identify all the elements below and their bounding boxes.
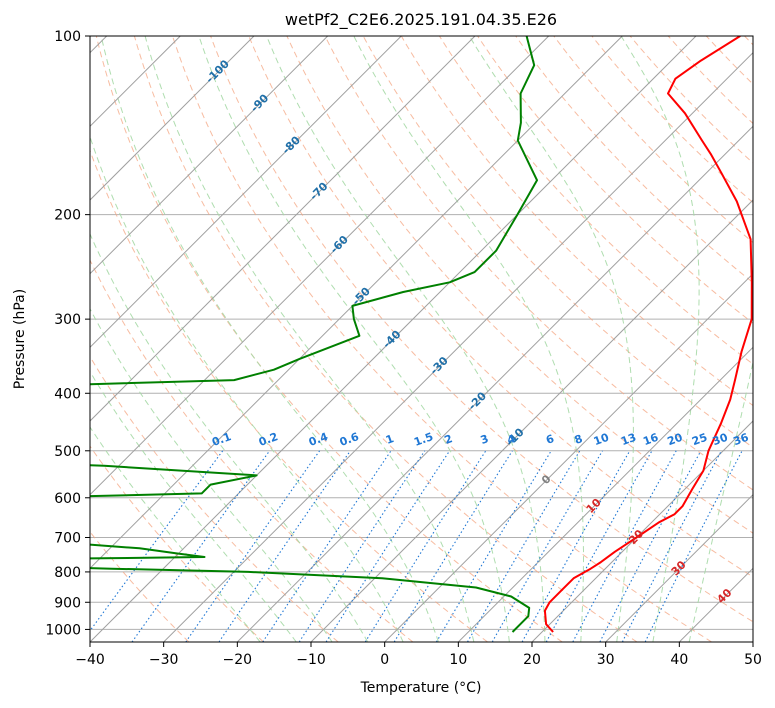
mixing-ratio-line	[131, 450, 271, 642]
isotherm-line	[163, 51, 753, 642]
y-axis-label: Pressure (hPa)	[12, 289, 28, 389]
mixing-ratio-label: 3	[479, 432, 491, 447]
x-tick-label: 20	[523, 652, 541, 668]
isotherm-line	[90, 36, 623, 570]
y-tick-label: 900	[54, 595, 81, 611]
dry-adiabat	[324, 36, 753, 491]
mixing-ratio-label: 10	[592, 431, 611, 449]
mixing-ratio-label: 25	[690, 431, 709, 448]
moist-adiabat	[90, 426, 261, 642]
mixing-ratio-label: 13	[619, 431, 638, 448]
moist-adiabat	[90, 307, 333, 642]
x-tick-label: 40	[670, 652, 688, 668]
moist-adiabat	[688, 359, 753, 642]
mixing-ratio-line	[545, 450, 653, 642]
moist-adiabat	[198, 36, 510, 642]
mixing-ratio-line	[435, 450, 552, 642]
y-tick-label: 600	[54, 491, 81, 507]
moist-adiabat	[468, 36, 634, 642]
x-axis-label: Temperature (°C)	[360, 680, 482, 696]
mixing-ratio-line	[364, 450, 487, 642]
data-lines	[90, 36, 753, 633]
y-tick-label: 300	[54, 312, 81, 328]
y-tick-label: 700	[54, 531, 81, 547]
isotherm-line	[90, 36, 329, 275]
background-lines	[90, 36, 753, 642]
mixing-ratio-label: 2	[443, 432, 455, 447]
x-tick-label: −30	[149, 652, 179, 668]
mixing-ratio-line	[572, 450, 677, 642]
chart-title: wetPf2_C2E6.2025.191.04.35.E26	[285, 10, 557, 30]
axes: −40 −30 −20 −10 0 10 20 30 40 5010020030040050060…	[45, 29, 762, 668]
mixing-ratio-label: 1.5	[412, 430, 435, 449]
mixing-ratio-label: 36	[732, 431, 751, 449]
y-tick-label: 1000	[45, 622, 81, 638]
isotherm-line	[457, 346, 753, 642]
dry-adiabat	[477, 36, 753, 324]
mixing-ratio-label: 1	[384, 432, 396, 447]
mixing-ratio-line	[325, 450, 451, 642]
mixing-ratio-line	[90, 450, 224, 632]
mixing-ratio-label: 6	[544, 432, 556, 447]
x-tick-label: −10	[296, 652, 326, 668]
dry-adiabat	[629, 36, 753, 164]
plot-background	[90, 36, 753, 642]
mixing-ratio-label: 16	[641, 431, 660, 449]
mixing-ratio-line	[644, 450, 743, 642]
y-tick-label: 500	[54, 444, 81, 460]
x-tick-label: −40	[75, 652, 105, 668]
dry-adiabat	[133, 36, 638, 642]
mixing-ratio-label: 0.6	[338, 430, 361, 449]
moist-adiabat	[100, 36, 439, 642]
mixing-ratio-label: 20	[666, 431, 685, 449]
isotherm-line	[236, 125, 753, 642]
y-tick-label: 100	[54, 29, 81, 45]
moist-adiabat	[90, 232, 369, 642]
x-tick-label: 10	[449, 652, 467, 668]
moist-adiabat	[90, 370, 297, 642]
plot-frame	[89, 35, 754, 643]
mixing-ratio-label: 0.1	[210, 430, 233, 449]
moist-adiabat	[353, 36, 584, 642]
isotherm-line	[384, 272, 753, 642]
mixing-ratio-label: 0.4	[307, 430, 330, 449]
isotherm-line	[90, 36, 255, 201]
mixing-ratio-label: 8	[573, 432, 585, 447]
dry-adiabat	[515, 36, 753, 284]
moist-adiabat	[266, 36, 546, 642]
isotherm-line	[90, 36, 402, 349]
dry-adiabat	[90, 259, 414, 642]
moist-adiabat	[144, 36, 475, 642]
y-tick-label: 200	[54, 208, 81, 224]
y-tick-label: 800	[54, 565, 81, 581]
y-tick-label: 400	[54, 386, 81, 402]
mixing-ratio-line	[599, 450, 702, 642]
dewpoint-line	[90, 36, 538, 633]
isotherm-line	[605, 493, 753, 642]
x-tick-label: 0	[380, 652, 389, 668]
isotherm-line	[90, 36, 697, 642]
temperature-line	[543, 36, 753, 633]
mixing-ratio-line	[262, 450, 392, 642]
x-tick-label: 30	[597, 652, 615, 668]
isotherm-line	[752, 641, 753, 642]
isotherm-line	[90, 36, 476, 422]
mixing-ratio-label: 4	[505, 432, 517, 447]
mixing-ratio-line	[218, 450, 351, 642]
dry-adiabat	[400, 36, 753, 407]
moist-adiabat	[620, 36, 700, 642]
isotherm-line	[90, 36, 550, 496]
isotherm-line	[310, 199, 753, 642]
mixing-ratio-line	[298, 450, 426, 642]
x-tick-label: −20	[223, 652, 253, 668]
x-tick-label: 50	[744, 652, 762, 668]
mixing-ratio-label: 30	[711, 431, 730, 449]
moist-adiabat	[90, 135, 404, 642]
dry-adiabat	[248, 36, 753, 578]
dry-adiabat	[90, 445, 264, 642]
mixing-ratio-line	[185, 450, 321, 642]
mixing-ratio-label: 0.2	[257, 430, 280, 449]
mixing-ratio-line	[521, 450, 631, 642]
